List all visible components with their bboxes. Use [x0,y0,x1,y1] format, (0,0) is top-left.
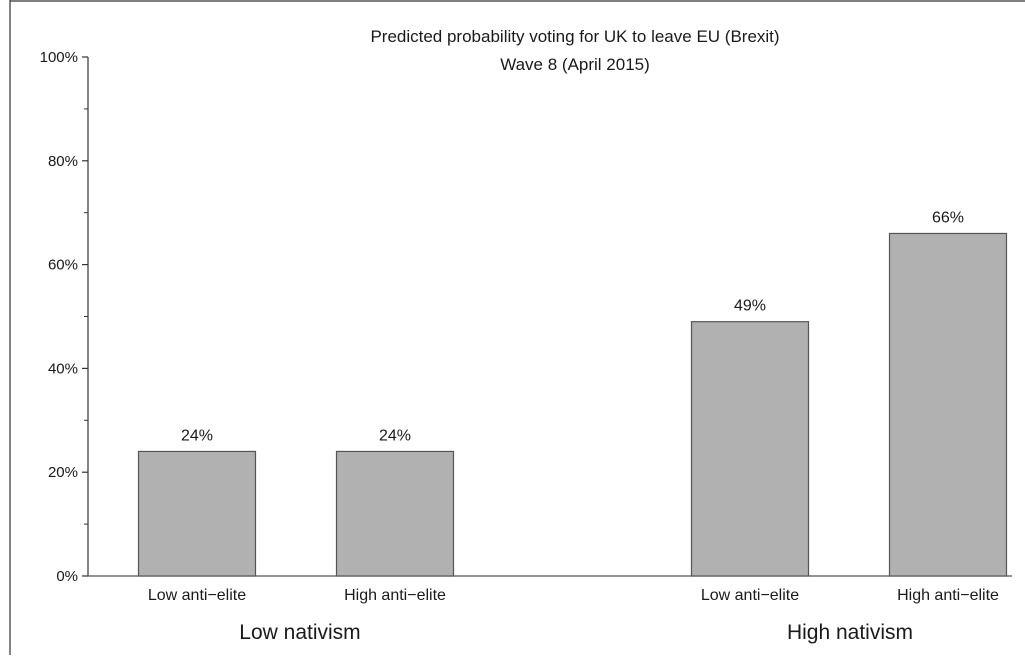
y-tick-label: 100% [40,49,78,66]
bar [888,232,1008,577]
bar-value-labels: 24% 24% 49% 66% [181,209,964,444]
bar [690,321,810,577]
bar [335,450,455,577]
category-label: High anti−elite [897,587,999,604]
y-tick-label: 80% [48,153,78,170]
bar-value-label: 24% [181,427,213,444]
y-tick-label: 60% [48,257,78,274]
group-labels: Low nativism High nativism [239,621,913,644]
y-axis-ticks: 0% 20% 40% 60% 80% 100% [40,49,88,585]
bar-value-label: 66% [932,209,964,226]
y-tick-label: 0% [56,568,78,585]
category-label: Low anti−elite [701,587,799,604]
category-label: Low anti−elite [148,587,246,604]
bar-value-label: 49% [734,298,766,315]
category-label: High anti−elite [344,587,446,604]
group-label: High nativism [787,621,913,644]
group-label: Low nativism [239,621,360,644]
bars-group [137,232,1008,577]
bar [137,450,257,577]
category-labels: Low anti−elite High anti−elite Low anti−el… [148,587,999,604]
bar-value-label: 24% [379,427,411,444]
chart-subtitle: Wave 8 (April 2015) [500,55,650,74]
y-tick-label: 40% [48,360,78,377]
chart-title: Predicted probability voting for UK to l… [370,27,779,46]
y-tick-label: 20% [48,464,78,481]
